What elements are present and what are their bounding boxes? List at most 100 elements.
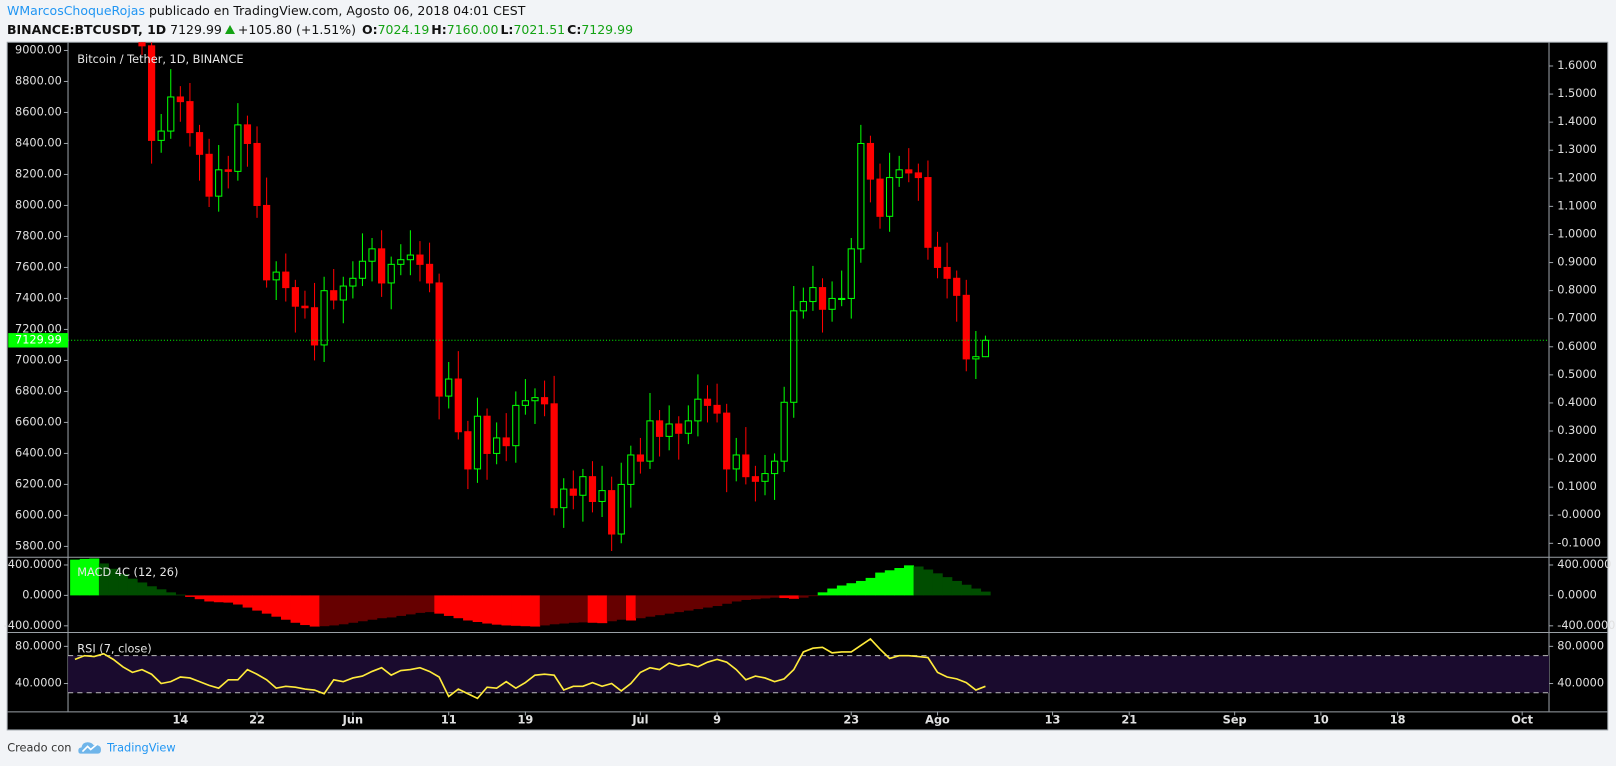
candle-body xyxy=(435,282,443,397)
y-tick-label: 80.0000 xyxy=(15,638,62,652)
x-tick-label: Jul xyxy=(631,713,648,727)
candle-body xyxy=(176,96,184,103)
macd-bar xyxy=(539,595,550,626)
macd-bar xyxy=(252,595,263,611)
x-tick-label: 11 xyxy=(441,713,457,727)
macd-bar xyxy=(836,585,847,596)
candle-body xyxy=(876,178,884,217)
macd-bar xyxy=(616,595,627,620)
change: +105.80 (+1.51%) xyxy=(237,21,356,37)
macd-bar xyxy=(530,595,541,627)
macd-bar xyxy=(443,595,454,616)
y-tick-label: 0.4000 xyxy=(1557,395,1597,409)
macd-bar xyxy=(894,568,905,596)
candle-body xyxy=(790,310,798,403)
macd-bar xyxy=(405,595,416,615)
candle-body xyxy=(560,488,568,509)
macd-bar xyxy=(779,595,790,599)
candle-body xyxy=(502,437,510,447)
candle-body xyxy=(838,297,846,300)
macd-bar xyxy=(386,595,397,618)
y-tick-label: 0.9000 xyxy=(1557,255,1597,269)
macd-bar xyxy=(884,570,895,596)
y-tick-label: 8000.00 xyxy=(15,197,62,211)
x-tick-label: 19 xyxy=(518,713,534,727)
candle-body xyxy=(703,398,712,406)
macd-bar xyxy=(424,595,435,613)
y-tick-label: 7000.00 xyxy=(15,352,62,366)
macd-bar xyxy=(396,595,406,616)
candle-body xyxy=(579,476,587,496)
ohlc-value: 7024.19 xyxy=(377,21,430,37)
y-tick-label: 1.4000 xyxy=(1557,114,1597,128)
macd-bar xyxy=(165,592,176,596)
candle-body xyxy=(147,45,156,141)
candle-body xyxy=(943,266,951,279)
y-tick-label: 0.3000 xyxy=(1557,423,1597,437)
macd-bar xyxy=(558,595,569,624)
macd-bar xyxy=(673,595,684,613)
macd-bar xyxy=(357,595,368,622)
y-tick-label: 7400.00 xyxy=(15,290,62,304)
candle-body xyxy=(962,294,970,360)
macd-bar xyxy=(693,595,704,610)
macd-bar xyxy=(89,558,100,596)
macd-bar xyxy=(137,582,148,596)
candle-body xyxy=(454,378,462,433)
candle-body xyxy=(627,454,635,485)
candle-body xyxy=(780,401,788,462)
candle-body xyxy=(301,305,309,309)
x-tick-label: 9 xyxy=(713,713,721,727)
candle-body xyxy=(157,130,165,141)
y-tick-label: -400.0000 xyxy=(1557,618,1615,632)
macd-bar xyxy=(587,595,598,623)
y-tick-label: 6600.00 xyxy=(15,414,62,428)
candle-body xyxy=(291,287,299,307)
published: publicado en TradingView.com, Agosto 06,… xyxy=(148,3,526,18)
y-tick-label: 8400.00 xyxy=(15,135,62,149)
macd-bar xyxy=(453,595,464,619)
ohlc-key: C: xyxy=(567,21,582,37)
y-tick-label: 1.1000 xyxy=(1557,198,1597,212)
y-tick-label: -0.0000 xyxy=(1557,507,1601,521)
author[interactable]: WMarcosChoqueRojas xyxy=(7,3,145,18)
candle-body xyxy=(895,169,903,179)
y-tick-label: 0.0000 xyxy=(22,587,62,601)
candle-body xyxy=(588,476,597,502)
macd-bar xyxy=(750,595,761,600)
candle-body xyxy=(636,454,645,462)
macd-bar xyxy=(415,595,426,613)
y-tick-label: 1.2000 xyxy=(1557,170,1597,184)
candle-body xyxy=(933,246,942,268)
y-tick-label: 5800.00 xyxy=(15,538,62,552)
macd-bar xyxy=(185,595,196,597)
candle-body xyxy=(751,476,760,482)
candle-body xyxy=(684,420,692,434)
candle-body xyxy=(828,297,836,310)
macd-bar xyxy=(846,583,857,596)
candle-body xyxy=(818,287,827,310)
candle-body xyxy=(397,259,405,265)
macd-bar xyxy=(319,595,330,627)
footer-brand[interactable]: TradingView xyxy=(106,740,175,754)
macd-bar xyxy=(367,595,378,620)
macd-bar xyxy=(309,595,320,627)
candle-body xyxy=(857,142,865,250)
candle-body xyxy=(339,285,347,301)
candle-body xyxy=(253,142,261,206)
macd-bar xyxy=(903,565,914,596)
y-tick-label: -400.0000 xyxy=(4,618,62,632)
macd-bar xyxy=(798,595,809,598)
candle-body xyxy=(723,412,731,470)
macd-bar xyxy=(233,595,244,605)
candle-body xyxy=(195,132,204,155)
x-tick-label: 23 xyxy=(843,713,859,727)
macd-bar xyxy=(300,595,311,626)
rsi-pane-title: RSI (7, close) xyxy=(77,642,151,656)
candle-body xyxy=(483,415,491,454)
x-tick-label: 13 xyxy=(1045,713,1061,727)
macd-bar xyxy=(280,595,291,620)
macd-bar xyxy=(156,589,167,596)
y-tick-label: 8800.00 xyxy=(15,73,62,87)
candle-body xyxy=(378,248,386,284)
